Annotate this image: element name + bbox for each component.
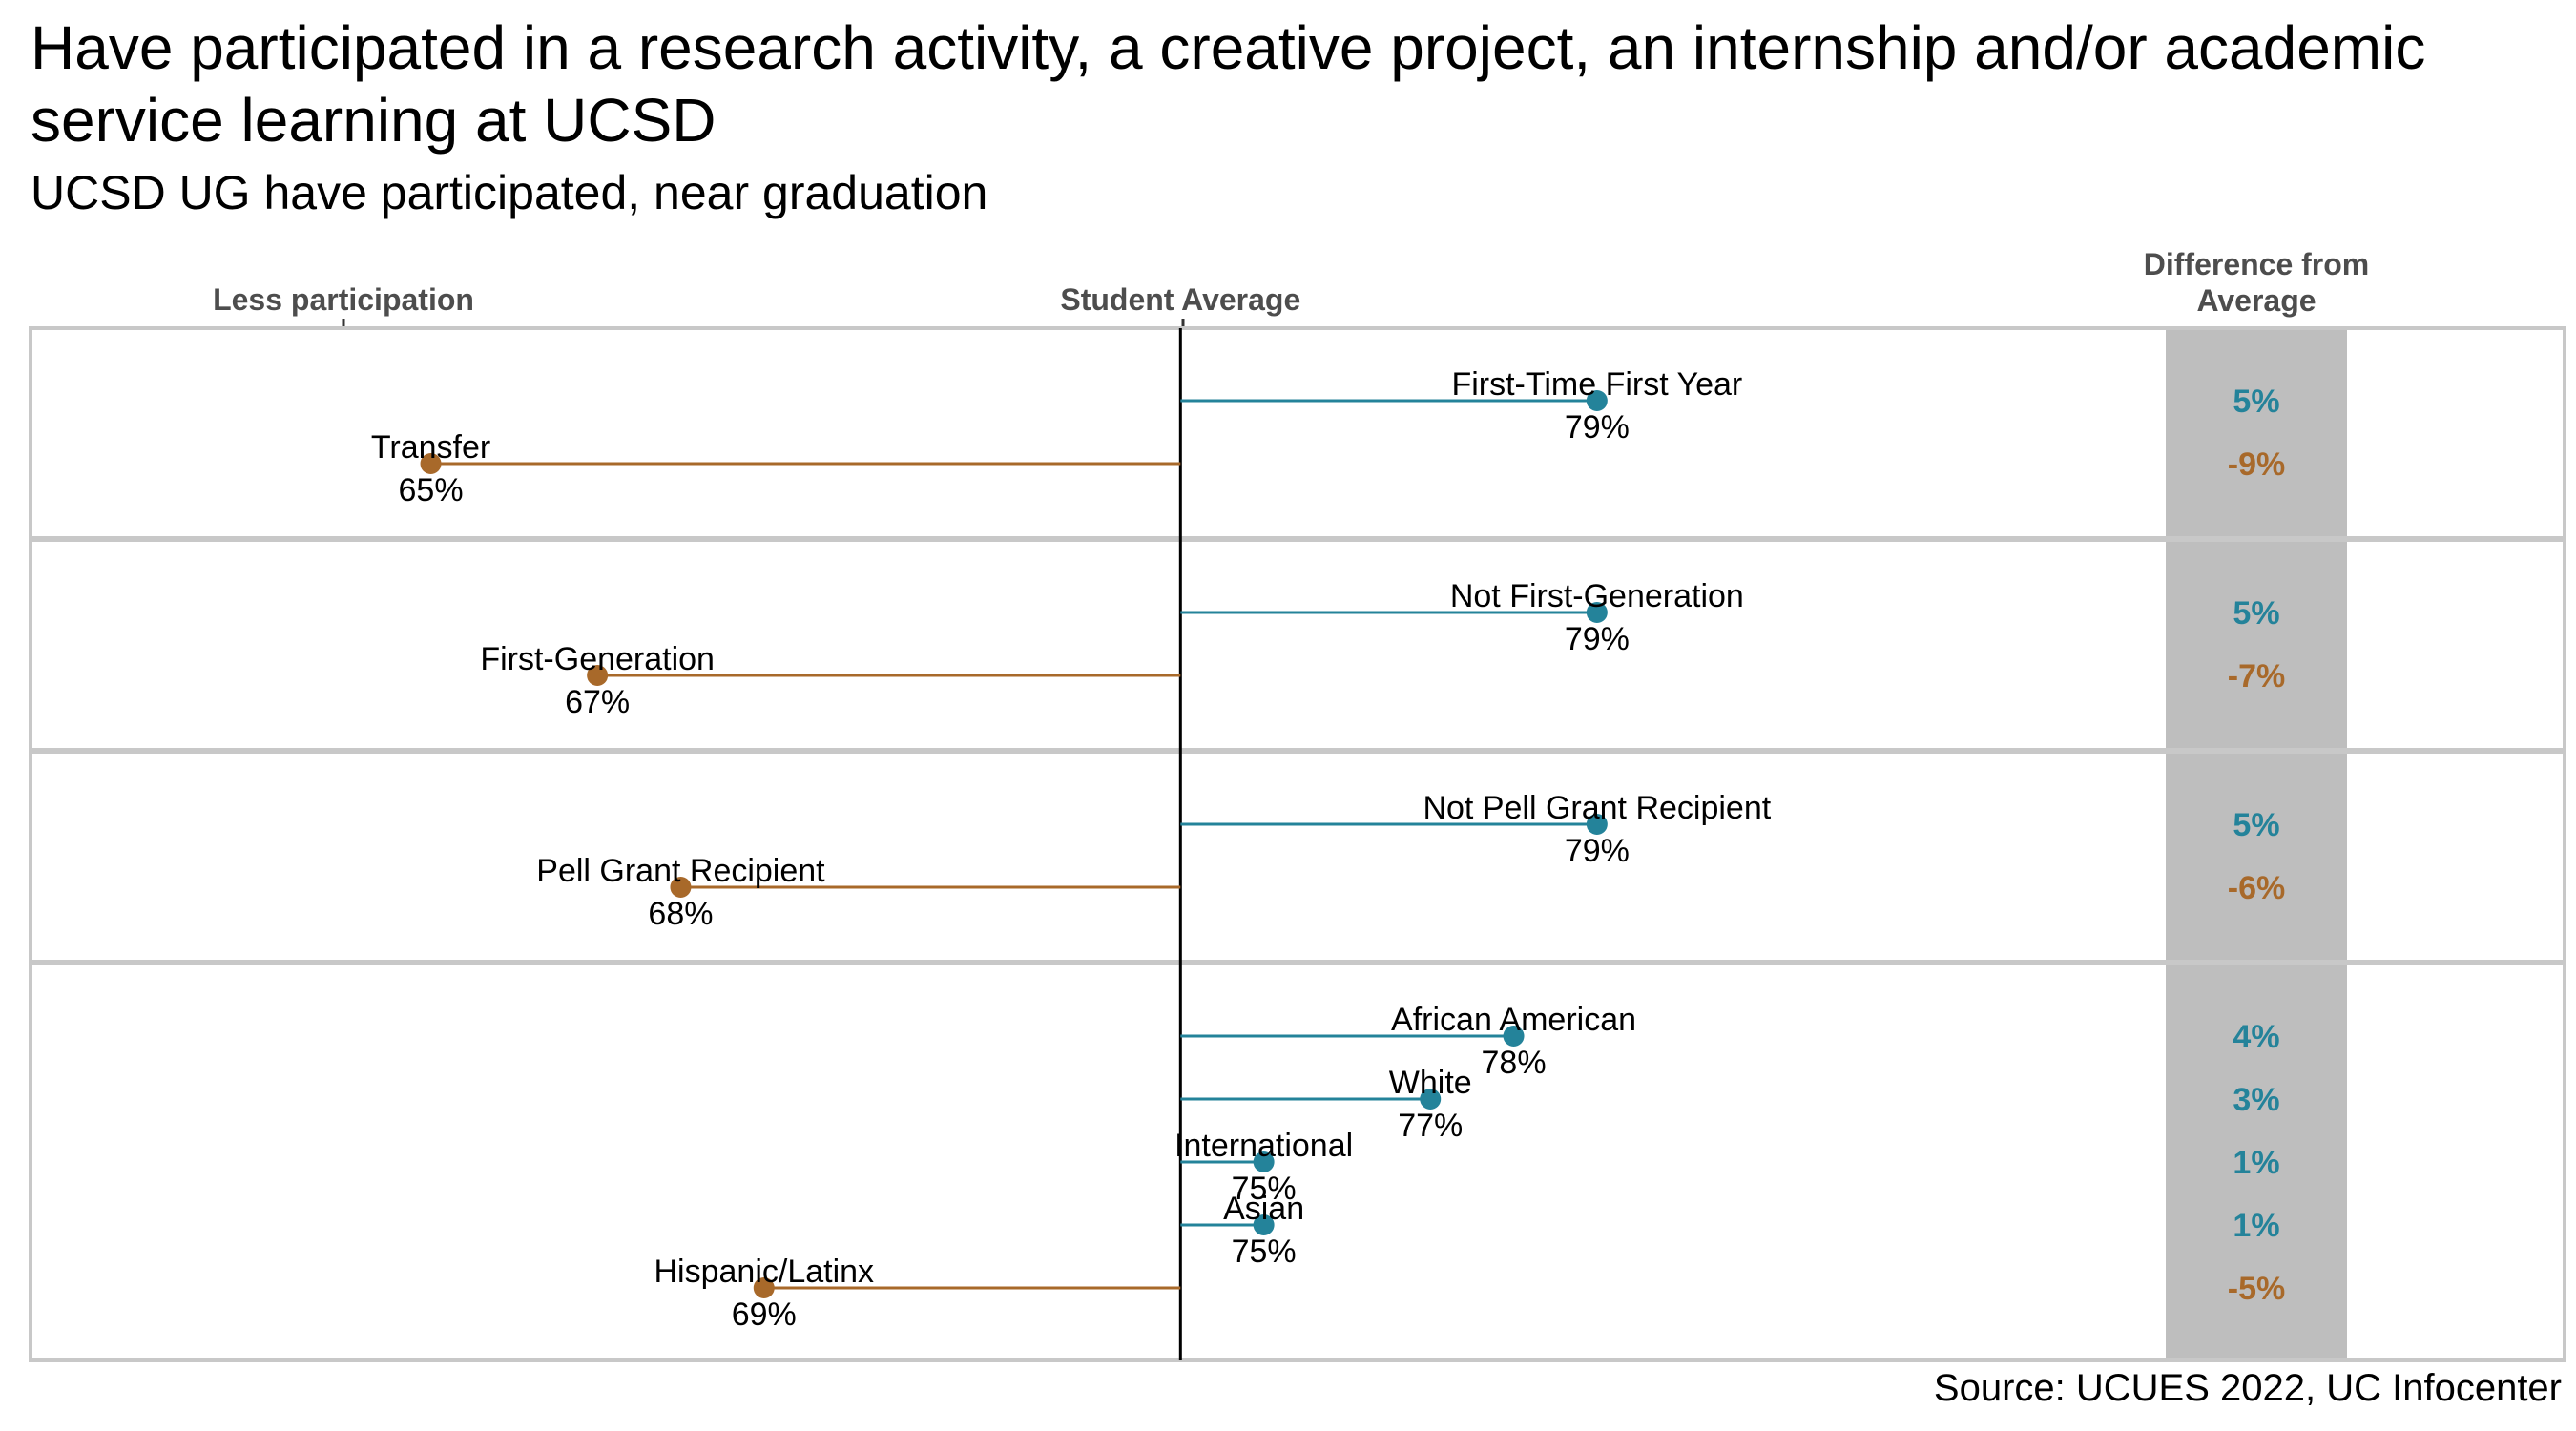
panel-border <box>29 962 2566 1362</box>
axis: Less participation Student Average Differe… <box>213 247 2369 1360</box>
panels <box>29 326 2566 1362</box>
chart-subtitle: UCSD UG have participated, near graduati… <box>31 166 988 219</box>
category-label: Pell Grant Recipient <box>536 853 825 889</box>
value-label: 79% <box>1565 409 1630 446</box>
value-label: 79% <box>1565 621 1630 657</box>
value-label: 67% <box>565 684 630 720</box>
data-point <box>753 1277 775 1298</box>
difference-label: 5% <box>2233 807 2279 843</box>
value-label: 69% <box>732 1296 797 1333</box>
category-label: Transfer <box>371 429 490 466</box>
difference-label: 1% <box>2233 1208 2279 1244</box>
value-label: 78% <box>1482 1045 1547 1081</box>
data-point <box>1420 1089 1442 1110</box>
difference-label: 1% <box>2233 1145 2279 1181</box>
data-point <box>1586 814 1608 835</box>
source-note: Source: UCUES 2022, UC Infocenter <box>1933 1367 2562 1409</box>
data-point <box>1586 602 1608 623</box>
category-label: Not First-Generation <box>1450 578 1744 614</box>
difference-label: -7% <box>2228 658 2285 695</box>
value-label: 75% <box>1232 1234 1297 1270</box>
data-point <box>587 665 609 686</box>
value-label: 79% <box>1565 833 1630 869</box>
header-difference-from-average: Difference from Average <box>2144 247 2370 318</box>
difference-label: 4% <box>2233 1019 2279 1055</box>
difference-label: -5% <box>2228 1271 2285 1307</box>
category-label: African American <box>1391 1002 1636 1038</box>
chart-title: Have participated in a research activity… <box>31 13 2426 155</box>
data-point <box>670 877 692 898</box>
diff-band <box>2166 328 2347 1360</box>
category-label: Not Pell Grant Recipient <box>1423 790 1771 826</box>
value-label: 65% <box>399 472 464 508</box>
difference-label: -6% <box>2228 870 2285 906</box>
data-point <box>420 453 442 474</box>
value-label: 77% <box>1398 1108 1463 1144</box>
data-point <box>1503 1026 1525 1047</box>
data-point <box>1253 1214 1275 1235</box>
category-label: Asian <box>1223 1191 1304 1227</box>
header-less-participation: Less participation <box>213 282 474 317</box>
category-label: First-Time First Year <box>1451 366 1742 403</box>
category-label: International <box>1174 1128 1353 1164</box>
difference-label: 5% <box>2233 384 2279 420</box>
difference-label: 5% <box>2233 595 2279 632</box>
data-point <box>1253 1151 1275 1172</box>
difference-label: 3% <box>2233 1082 2279 1118</box>
marks: First-Time First Year 79% 5% Transfer 65% -9%… <box>371 366 2285 1333</box>
value-label: 75% <box>1232 1171 1297 1207</box>
data-point <box>1586 390 1608 411</box>
value-label: 68% <box>648 896 713 932</box>
header-student-average: Student Average <box>1060 282 1300 317</box>
category-label: First-Generation <box>480 641 715 677</box>
difference-label: -9% <box>2228 446 2285 483</box>
category-label: Hispanic/Latinx <box>654 1254 874 1290</box>
category-label: White <box>1389 1065 1472 1101</box>
